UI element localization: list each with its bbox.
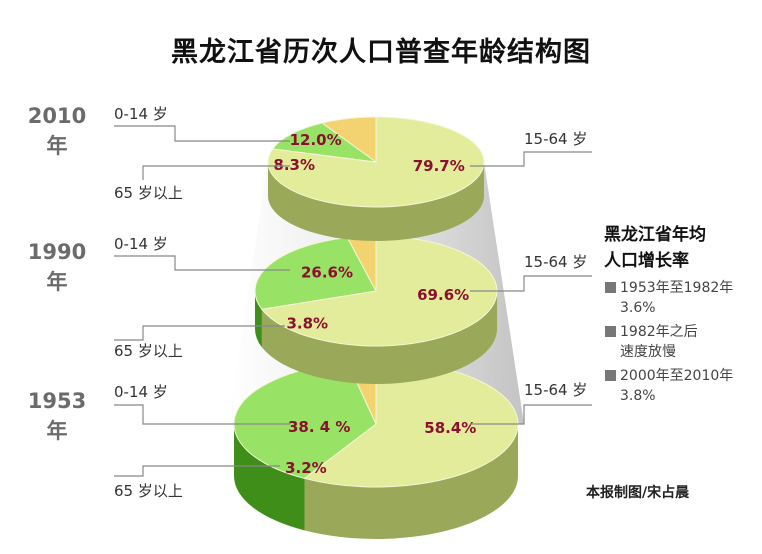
year-label-1990: 1990 年 bbox=[27, 237, 87, 297]
note-after-1982: 1982年之后 速度放慢 bbox=[604, 322, 754, 362]
pie-side-wall bbox=[234, 424, 305, 531]
slice-value-label: 69.6% bbox=[417, 286, 469, 304]
year-1953-number: 1953 bbox=[27, 389, 87, 413]
year-1990-number: 1990 bbox=[27, 240, 87, 264]
bullet-square-icon bbox=[605, 370, 616, 381]
pie-side-wall bbox=[255, 291, 262, 348]
year-label-1953: 1953 年 bbox=[27, 386, 87, 446]
panel-title: 黑龙江省年均 人口增长率 bbox=[604, 222, 754, 274]
leader-line bbox=[142, 165, 290, 180]
slice-category-label: 65 岁以上 bbox=[114, 482, 183, 500]
pie-side-wall bbox=[268, 162, 484, 241]
slice-category-label: 0-14 岁 bbox=[114, 383, 168, 401]
leader-line bbox=[470, 151, 592, 167]
slice-category-label: 65 岁以上 bbox=[114, 184, 183, 202]
leader-line bbox=[114, 325, 285, 341]
slice-value-label: 8.3% bbox=[273, 156, 315, 174]
pie-side-wall bbox=[304, 424, 518, 539]
panel-title-line1: 黑龙江省年均 bbox=[604, 225, 706, 245]
slice-value-label: 26.6% bbox=[301, 263, 353, 281]
note-2000-2010: 2000年至2010年 3.8% bbox=[604, 366, 754, 406]
bullet-square-icon bbox=[605, 282, 616, 293]
note-text: 2000年至2010年 bbox=[620, 368, 734, 384]
slice-value-label: 3.2% bbox=[285, 459, 327, 477]
pie-slice bbox=[260, 235, 498, 347]
year-2010-unit: 年 bbox=[46, 134, 68, 158]
pie-slice bbox=[254, 237, 377, 310]
slice-category-label: 0-14 岁 bbox=[114, 105, 168, 123]
growth-rate-panel: 黑龙江省年均 人口增长率 1953年至1982年 3.6% 1982年之后 速度… bbox=[604, 222, 754, 406]
pie-1953: 58.4% 38. 4 % 3.2% bbox=[233, 360, 519, 539]
pie-1990: 69.6% 26.6% 3.8% bbox=[254, 235, 498, 384]
year-label-2010: 2010 年 bbox=[27, 101, 87, 161]
slice-category-label: 15-64 岁 bbox=[524, 130, 588, 148]
year-1990-unit: 年 bbox=[46, 270, 68, 294]
bullet-square-icon bbox=[605, 326, 616, 337]
leader-line bbox=[470, 275, 592, 292]
pie-side-wall bbox=[261, 291, 497, 384]
year-1953-unit: 年 bbox=[46, 419, 68, 443]
leader-line bbox=[114, 255, 290, 271]
leader-line bbox=[114, 404, 290, 425]
slice-value-label: 3.8% bbox=[286, 314, 328, 332]
leader-line bbox=[114, 465, 280, 477]
leader-line bbox=[114, 125, 290, 142]
credit-text: 本报制图/宋占晨 bbox=[586, 485, 690, 501]
note-1953-1982: 1953年至1982年 3.6% bbox=[604, 278, 754, 318]
pie-slice bbox=[321, 116, 377, 163]
chart-title: 黑龙江省历次人口普查年龄结构图 bbox=[171, 37, 591, 68]
slice-value-label: 38. 4 % bbox=[288, 418, 350, 436]
note-value: 3.8% bbox=[620, 388, 656, 404]
slice-value-label: 12.0% bbox=[290, 131, 342, 149]
slice-category-label: 15-64 岁 bbox=[524, 253, 588, 271]
year-2010-number: 2010 bbox=[27, 104, 87, 128]
note-text: 1953年至1982年 bbox=[620, 280, 734, 296]
slice-value-label: 58.4% bbox=[424, 419, 476, 437]
note-text: 1982年之后 bbox=[620, 324, 698, 340]
slice-category-label: 0-14 岁 bbox=[114, 235, 168, 253]
slice-value-label: 79.7% bbox=[413, 157, 465, 175]
leader-line bbox=[470, 404, 592, 425]
slice-category-label: 15-64 岁 bbox=[524, 381, 588, 399]
panel-title-line2: 人口增长率 bbox=[604, 251, 689, 271]
note-value: 速度放慢 bbox=[620, 344, 676, 360]
pie-2010: 79.7% 12.0% 8.3% bbox=[267, 116, 485, 241]
note-value: 3.6% bbox=[620, 300, 656, 316]
pie-slice bbox=[271, 122, 377, 163]
slice-category-label: 65 岁以上 bbox=[114, 342, 183, 360]
